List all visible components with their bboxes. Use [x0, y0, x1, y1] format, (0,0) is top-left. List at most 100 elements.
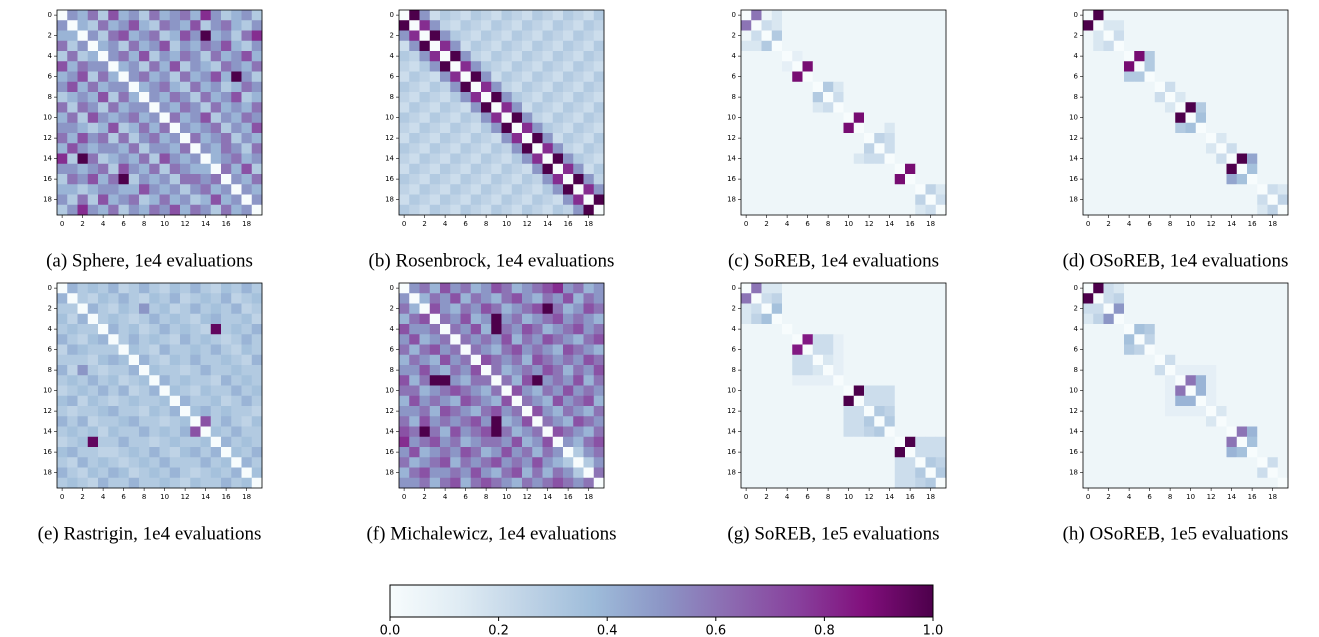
heatmap-cell: [139, 51, 150, 62]
heatmap-cell: [935, 122, 947, 134]
heatmap-cell: [853, 406, 865, 417]
heatmap-cell: [87, 204, 99, 216]
heatmap-cell: [771, 112, 783, 124]
heatmap-cell: [1134, 426, 1145, 438]
heatmap-cell: [1277, 334, 1289, 345]
heatmap-cell: [159, 10, 171, 21]
heatmap-cell: [501, 204, 513, 216]
heatmap-cell: [200, 354, 212, 366]
heatmap-cell: [935, 447, 947, 458]
heatmap-cell: [98, 194, 109, 206]
heatmap-cell: [1267, 293, 1279, 304]
colorbar-tick-label: 0.2: [488, 624, 509, 637]
y-tick-label: 0: [732, 11, 736, 19]
heatmap-cell: [501, 385, 513, 397]
heatmap-cell: [77, 406, 89, 417]
heatmap-cell: [1124, 204, 1135, 216]
heatmap-cell: [429, 10, 441, 21]
heatmap-cell: [139, 303, 150, 315]
heatmap-cell: [812, 354, 824, 366]
heatmap-cell: [802, 153, 814, 165]
heatmap-cell: [542, 477, 554, 489]
heatmap-cell: [915, 143, 926, 154]
heatmap-cell: [782, 365, 793, 376]
heatmap-cell: [1206, 61, 1217, 72]
heatmap-cell: [57, 204, 68, 216]
heatmap-cell: [823, 143, 834, 154]
heatmap-cell: [1185, 406, 1197, 417]
heatmap-cell: [563, 344, 574, 356]
heatmap-cell: [823, 354, 834, 366]
heatmap-cell: [1236, 20, 1248, 31]
heatmap-cell: [935, 436, 947, 448]
heatmap-cell: [843, 313, 855, 325]
heatmap-cell: [915, 467, 926, 479]
heatmap-cell: [1277, 92, 1289, 103]
heatmap-cell: [542, 163, 554, 175]
heatmap-cell: [542, 344, 554, 356]
heatmap-cell: [1134, 313, 1145, 325]
heatmap-cell: [853, 163, 865, 175]
heatmap-cell: [823, 313, 834, 325]
heatmap-cell: [57, 112, 68, 124]
heatmap-cell: [470, 385, 482, 397]
heatmap-cell: [802, 354, 814, 366]
heatmap-cell: [1154, 133, 1166, 144]
heatmap-cell: [440, 40, 451, 52]
heatmap-cell: [511, 194, 523, 206]
heatmap-cell: [118, 163, 130, 175]
heatmap-cell: [884, 40, 896, 52]
heatmap-cell: [761, 416, 773, 427]
heatmap-cell: [905, 92, 916, 103]
heatmap-cell: [741, 467, 752, 479]
heatmap-cell: [542, 204, 554, 216]
heatmap-cell: [440, 153, 451, 165]
heatmap-cell: [251, 184, 263, 195]
heatmap-cell: [792, 133, 803, 144]
heatmap-cell: [593, 436, 605, 448]
heatmap-cell: [57, 406, 68, 417]
heatmap-cell: [1267, 204, 1279, 216]
heatmap-cell: [1165, 143, 1176, 154]
heatmap-cell: [139, 194, 150, 206]
heatmap-cell: [894, 416, 906, 427]
heatmap-cell: [1195, 283, 1207, 294]
heatmap-cell: [1154, 10, 1166, 21]
heatmap-cell: [782, 153, 793, 165]
heatmap-cell: [1124, 153, 1135, 165]
heatmap-cell: [210, 334, 222, 345]
heatmap-cell: [221, 385, 232, 397]
heatmap-cell: [159, 51, 171, 62]
heatmap-cell: [915, 365, 926, 376]
heatmap-cell: [1093, 334, 1104, 345]
heatmap-cell: [1144, 92, 1156, 103]
heatmap-cell: [1103, 20, 1115, 31]
colorbar: [389, 584, 934, 618]
heatmap-cell: [98, 447, 109, 458]
heatmap-cell: [593, 122, 605, 134]
heatmap-cell: [583, 10, 595, 21]
heatmap-cell: [522, 436, 533, 448]
heatmap-cell: [833, 457, 844, 468]
heatmap-cell: [241, 174, 253, 185]
heatmap-cell: [1144, 477, 1156, 489]
heatmap-cell: [894, 112, 906, 124]
heatmap-cell: [874, 375, 885, 386]
heatmap-cell: [761, 283, 773, 294]
heatmap-cell: [77, 71, 89, 83]
heatmap-cell: [1144, 334, 1156, 345]
heatmap-cell: [169, 293, 181, 304]
x-tick-label: 0: [1086, 493, 1090, 501]
heatmap-cell: [563, 71, 574, 83]
heatmap-cell: [190, 426, 201, 438]
heatmap-cell: [149, 61, 160, 72]
heatmap-cell: [108, 447, 119, 458]
heatmap-cell: [802, 143, 814, 154]
heatmap-cell: [67, 426, 78, 438]
y-tick-label: 18: [43, 196, 52, 204]
heatmap-cell: [491, 303, 502, 315]
heatmap-cell: [139, 61, 150, 72]
heatmap-cell: [1154, 457, 1166, 468]
heatmap-cell: [761, 344, 773, 356]
heatmap-cell: [1206, 313, 1217, 325]
